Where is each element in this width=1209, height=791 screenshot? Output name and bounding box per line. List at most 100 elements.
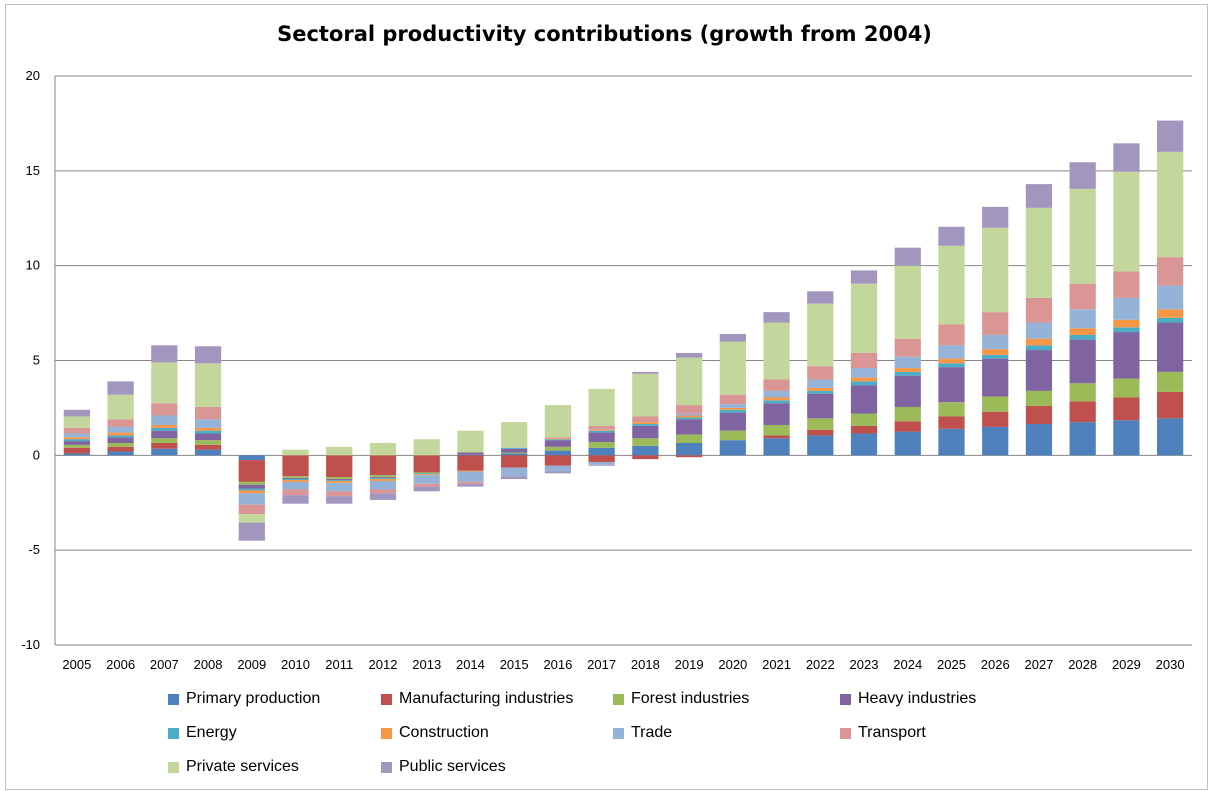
bar-segment (107, 451, 134, 456)
x-tick-label: 2028 (1068, 657, 1097, 672)
legend-item: Construction (381, 724, 489, 742)
bar-segment (413, 474, 440, 476)
bar-segment (807, 291, 834, 304)
chart-title: Sectoral productivity contributions (gro… (277, 22, 932, 46)
bar-segment (369, 477, 397, 479)
bar-segment (1113, 420, 1140, 456)
bar-segment (194, 440, 222, 445)
bar-segment (501, 452, 528, 454)
bar-segment (1069, 309, 1096, 329)
x-tick-label: 2016 (543, 657, 572, 672)
bar-segment (369, 493, 397, 500)
bar-segment (501, 453, 528, 456)
legend-swatch (840, 727, 851, 739)
bar-segment (326, 491, 353, 497)
bar-segment (675, 434, 703, 444)
bar-segment (763, 322, 790, 380)
bar-segment (194, 433, 222, 441)
bar-segment (369, 443, 397, 456)
bar-segment (632, 438, 659, 446)
legend-label: Construction (399, 724, 489, 741)
bar-segment (194, 406, 222, 420)
bar-segment (107, 446, 134, 452)
bar-segment (282, 479, 309, 482)
bar-segment (63, 439, 90, 442)
bar-segment (719, 409, 746, 413)
bar-segment (632, 373, 659, 417)
legend-label: Trade (631, 724, 673, 741)
x-tick-label: 2014 (456, 657, 485, 672)
bar-segment (194, 346, 222, 364)
legend-swatch (840, 693, 851, 705)
bar-segment (1113, 297, 1140, 320)
x-tick-label: 2007 (150, 657, 179, 672)
bar-segment (1157, 309, 1184, 318)
bar-segment (326, 477, 353, 480)
legend-swatch (168, 727, 179, 739)
bar-segment (588, 429, 615, 431)
bar-segment (807, 303, 834, 367)
bar-segment (1025, 322, 1053, 339)
bar-segment (763, 438, 790, 456)
bar-segment (1025, 406, 1053, 425)
bar-segment (807, 435, 834, 456)
legend-swatch (381, 761, 392, 773)
bar-segment (719, 341, 746, 395)
bar-segment (194, 444, 222, 450)
bar-segment (501, 476, 528, 480)
bar-segment (588, 442, 615, 448)
x-tick-label: 2024 (893, 657, 922, 672)
bar-segment (632, 416, 659, 423)
bar-segment (238, 484, 265, 489)
bar-segment (282, 455, 309, 477)
bar-segment (675, 413, 703, 416)
y-tick-label: 5 (33, 353, 40, 368)
bar-segment (982, 354, 1009, 359)
bar-segment (107, 437, 134, 444)
bar-segment (588, 455, 615, 462)
bar-segment (982, 349, 1009, 355)
bar-segment (1025, 297, 1053, 323)
bar-segment (1113, 271, 1140, 298)
bar-segment (238, 504, 265, 515)
legend-swatch (613, 727, 624, 739)
bar-segment (894, 371, 921, 376)
bar-segment (675, 419, 703, 435)
bar-segment (107, 419, 134, 427)
bar-segment (894, 247, 921, 266)
bar-segment (850, 283, 878, 353)
bar-segment (675, 415, 703, 418)
bar-segment (238, 488, 265, 491)
bar-segment (719, 440, 746, 456)
bar-segment (894, 375, 921, 407)
legend-item: Private services (168, 758, 299, 776)
bar-segment (151, 345, 178, 363)
bar-segment (807, 393, 834, 419)
bar-segment (457, 471, 484, 482)
bar-segment (413, 472, 440, 474)
bar-segment (63, 427, 90, 434)
bar-segment (719, 407, 746, 410)
bar-segment (894, 356, 921, 369)
bar-segment (807, 429, 834, 436)
bar-segment (982, 426, 1009, 456)
bar-segment (1157, 120, 1184, 152)
legend-item: Manufacturing industries (381, 690, 573, 708)
bar-segment (632, 455, 659, 460)
bar-segment (588, 432, 615, 443)
bar-segment (1025, 184, 1053, 208)
x-tick-label: 2005 (62, 657, 91, 672)
bar-segment (63, 416, 90, 428)
bar-segment (63, 447, 90, 454)
bar-segment (1025, 345, 1053, 351)
legend-item: Public services (381, 758, 506, 776)
bar-segment (544, 440, 572, 447)
bar-segment (544, 465, 572, 472)
bar-segment (238, 455, 265, 461)
bar-segment (238, 481, 265, 485)
x-tick-label: 2017 (587, 657, 616, 672)
bar-segment (1113, 143, 1140, 172)
y-tick-label: -10 (21, 637, 40, 652)
bar-segment (369, 475, 397, 478)
bar-segment (326, 455, 353, 478)
